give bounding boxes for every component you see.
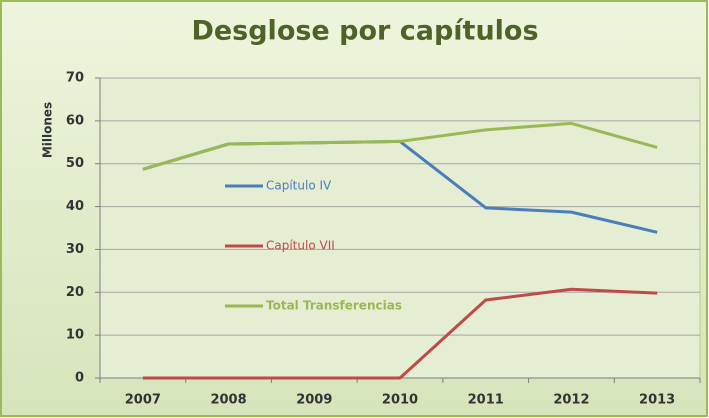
x-tick-label: 2013 (639, 393, 675, 408)
y-axis-label: Millones (41, 102, 55, 158)
x-tick-label: 2012 (553, 393, 589, 408)
x-tick-label: 2007 (125, 393, 161, 408)
x-tick-label: 2010 (382, 393, 418, 408)
y-tick-label: 0 (75, 371, 84, 386)
x-tick-label: 2008 (210, 393, 246, 408)
chart-title: Desglose por capítulos (191, 16, 538, 47)
series-line (142, 121, 658, 171)
y-tick-label: 50 (66, 156, 84, 171)
y-tick-label: 70 (66, 71, 84, 86)
y-tick-label: 20 (66, 285, 84, 300)
x-tick-label: 2009 (296, 393, 332, 408)
y-tick-label: 60 (66, 113, 84, 128)
series-line (142, 287, 658, 380)
x-tick-label: 2011 (468, 393, 504, 408)
y-tick-label: 30 (66, 242, 84, 257)
y-tick-label: 40 (66, 199, 84, 214)
plot-area (99, 77, 701, 379)
y-tick-label: 10 (66, 328, 84, 343)
legend-label: Capítulo VII (266, 239, 335, 253)
legend-label: Total Transferencias (266, 299, 402, 313)
legend-label: Capítulo IV (266, 179, 332, 193)
